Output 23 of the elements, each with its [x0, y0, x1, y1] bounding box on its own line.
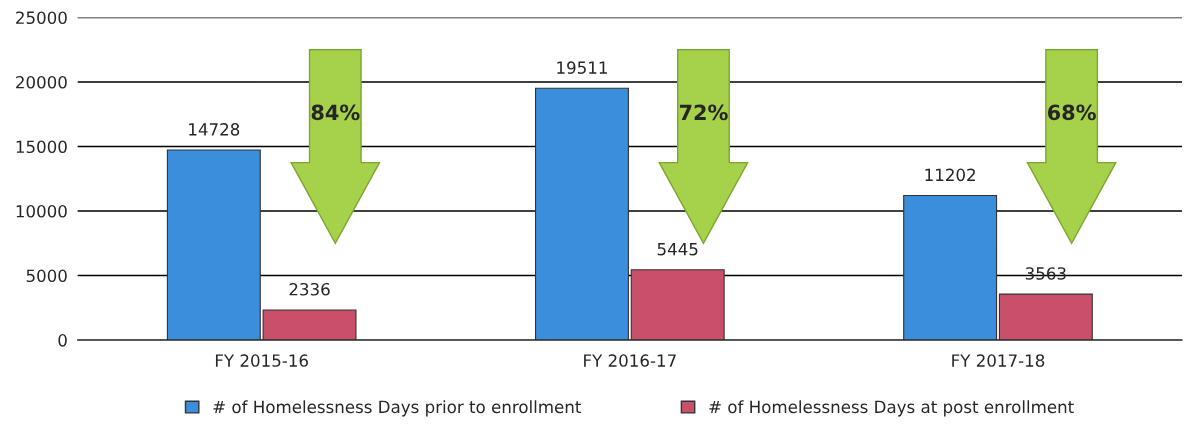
legend-label: # of Homelessness Days prior to enrollment [213, 400, 581, 417]
data-label: 2336 [289, 282, 330, 296]
x-tick-label: FY 2016-17 [584, 354, 676, 367]
bar [630, 269, 725, 341]
legend-label: # of Homelessness Days at post enrollment [709, 400, 1074, 417]
x-tick-label: FY 2015-16 [215, 354, 308, 367]
annotation: 84% [311, 104, 360, 121]
data-label: 14728 [189, 123, 240, 136]
y-tick-label: 10000 [16, 204, 67, 218]
annotation: 68% [1047, 104, 1096, 121]
data-label: 11202 [925, 168, 975, 182]
bar [998, 293, 1093, 341]
y-tick-label: 0 [58, 334, 67, 347]
y-tick-label: 15000 [16, 140, 67, 154]
y-tick-label: 5000 [26, 269, 67, 283]
y-tick-label: 20000 [16, 75, 67, 89]
bar [903, 194, 998, 341]
y-tick-label: 25000 [16, 11, 67, 25]
x-tick-label: FY 2017-18 [952, 354, 1045, 367]
data-label: 19511 [557, 61, 607, 74]
data-label: 5445 [657, 243, 698, 256]
bar [534, 87, 629, 341]
annotation: 72% [679, 104, 728, 121]
